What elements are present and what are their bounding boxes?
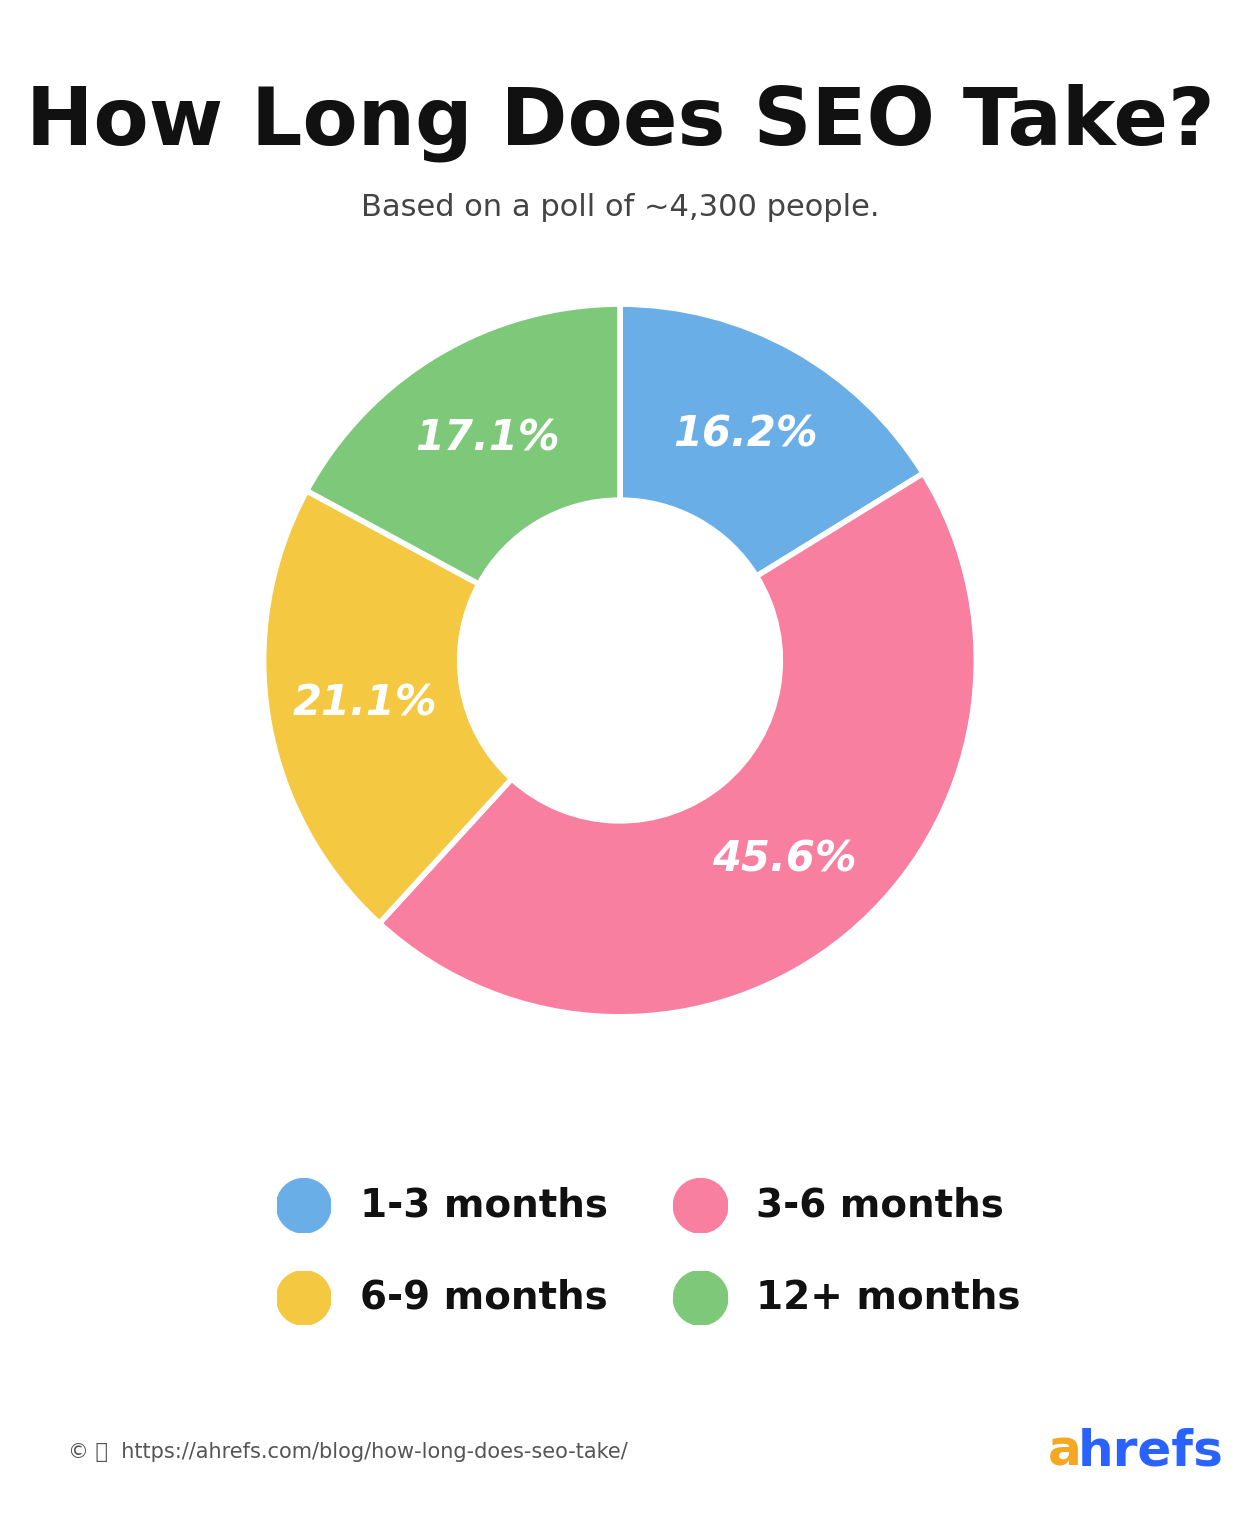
Wedge shape	[306, 304, 620, 584]
Text: 3-6 months: 3-6 months	[756, 1187, 1004, 1224]
Text: Based on a poll of ~4,300 people.: Based on a poll of ~4,300 people.	[361, 194, 879, 221]
Circle shape	[673, 1178, 728, 1233]
Text: © ⓘ  https://ahrefs.com/blog/how-long-does-seo-take/: © ⓘ https://ahrefs.com/blog/how-long-doe…	[68, 1441, 627, 1462]
Text: 17.1%: 17.1%	[415, 418, 560, 459]
Text: hrefs: hrefs	[1078, 1427, 1224, 1476]
Circle shape	[277, 1178, 331, 1233]
Text: 6-9 months: 6-9 months	[360, 1279, 608, 1316]
Text: 16.2%: 16.2%	[673, 413, 818, 456]
Wedge shape	[264, 492, 512, 923]
Text: How Long Does SEO Take?: How Long Does SEO Take?	[26, 83, 1214, 163]
Text: a: a	[1048, 1427, 1081, 1476]
Text: 45.6%: 45.6%	[712, 839, 857, 880]
Text: 12+ months: 12+ months	[756, 1279, 1021, 1316]
Wedge shape	[620, 304, 924, 576]
Text: 21.1%: 21.1%	[293, 682, 438, 725]
Circle shape	[673, 1270, 728, 1326]
Text: 1-3 months: 1-3 months	[360, 1187, 608, 1224]
Circle shape	[277, 1270, 331, 1326]
Wedge shape	[379, 473, 976, 1017]
